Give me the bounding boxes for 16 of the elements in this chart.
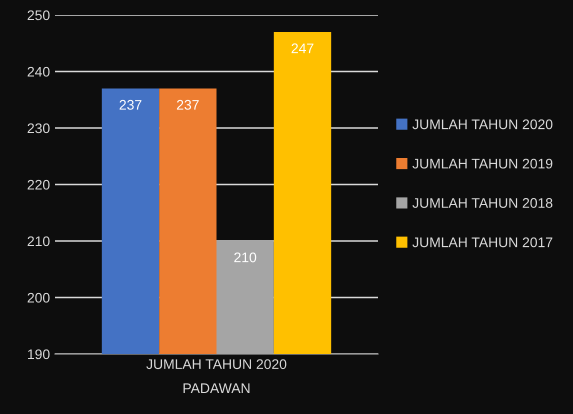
- legend-label: JUMLAH TAHUN 2019: [412, 158, 552, 169]
- data-label: 210: [234, 252, 256, 262]
- data-label: 237: [176, 100, 199, 110]
- y-tick-label: 190: [28, 349, 50, 360]
- y-tick-label: 220: [28, 180, 50, 190]
- data-label: 247: [292, 43, 314, 54]
- y-tick-label: 250: [28, 10, 50, 20]
- y-tick-label: 230: [28, 123, 50, 134]
- y-tick-label: 240: [28, 66, 50, 77]
- y-tick-label: 200: [28, 292, 50, 303]
- legend-label: JUMLAH TAHUN 2017: [412, 237, 552, 248]
- y-tick-label: 210: [28, 236, 50, 246]
- legend-label: JUMLAH TAHUN 2020: [412, 119, 552, 130]
- x-axis-title: PADAWAN: [184, 383, 250, 393]
- legend-label: JUMLAH TAHUN 2018: [412, 198, 552, 208]
- data-label: 237: [120, 100, 142, 110]
